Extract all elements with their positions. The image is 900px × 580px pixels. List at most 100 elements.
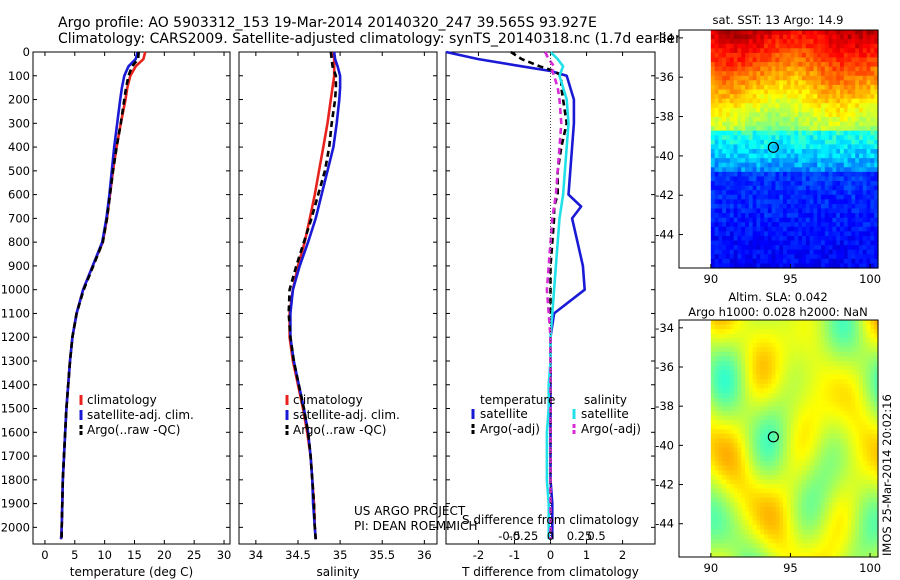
map-cell — [855, 402, 860, 408]
map-cell — [733, 411, 739, 417]
map-cell — [855, 130, 860, 136]
map-cell — [821, 240, 826, 246]
map-cell — [756, 447, 761, 453]
map-cell — [722, 342, 727, 348]
map-cell — [760, 411, 765, 417]
map-cell — [779, 479, 784, 485]
map-cell — [764, 249, 769, 255]
map-cell — [733, 529, 739, 535]
map-cell — [862, 543, 868, 549]
map-cell — [855, 57, 860, 63]
map-cell — [771, 543, 777, 549]
map-cell — [737, 525, 742, 531]
map-cell — [790, 452, 796, 458]
map-cell — [847, 506, 853, 513]
map-cell — [748, 39, 754, 45]
map-cell — [741, 144, 746, 150]
map-cell — [809, 240, 815, 246]
map-cell — [729, 240, 735, 246]
map-cell — [824, 112, 830, 118]
map-cell — [710, 511, 716, 517]
map-cell — [821, 543, 826, 549]
map-cell — [737, 415, 742, 421]
map-cell — [760, 57, 765, 63]
map-cell — [756, 406, 761, 412]
map-cell — [805, 461, 811, 467]
map-cell — [828, 217, 834, 223]
map-cell — [798, 543, 803, 549]
map-cell — [794, 484, 799, 490]
map-cell — [767, 484, 773, 490]
map-cell — [775, 383, 780, 389]
map-cell — [855, 171, 860, 178]
map-cell — [847, 144, 853, 150]
map-cell — [767, 162, 773, 168]
map-cell — [832, 75, 837, 81]
map-cell — [760, 144, 765, 150]
map-cell — [729, 98, 735, 104]
map-cell — [733, 116, 739, 123]
map-cell — [714, 397, 720, 403]
map-cell — [855, 388, 860, 394]
map-cell — [752, 48, 758, 54]
map-cell — [752, 429, 758, 435]
map-cell — [745, 411, 750, 417]
map-cell — [771, 57, 777, 63]
map-cell — [741, 171, 746, 178]
map-cell — [745, 465, 750, 472]
map-cell — [764, 402, 769, 408]
map-cell — [840, 217, 845, 223]
map-cell — [714, 34, 720, 40]
map-cell — [798, 235, 803, 242]
map-cell — [798, 39, 803, 45]
map-cell — [760, 511, 765, 517]
map-cell — [840, 351, 845, 358]
map-cell — [733, 497, 739, 503]
map-cell — [802, 116, 807, 123]
map-cell — [741, 80, 746, 86]
map-cell — [710, 208, 716, 214]
map-cell — [809, 144, 815, 150]
map-cell — [870, 406, 875, 412]
map-cell — [718, 126, 723, 132]
map-cell — [798, 365, 803, 371]
map-cell — [726, 329, 731, 335]
map-cell — [748, 402, 754, 408]
map-cell — [714, 351, 720, 358]
map-cell — [733, 552, 739, 558]
map-cell — [874, 420, 879, 426]
map-cell — [710, 520, 716, 526]
map-cell — [733, 171, 739, 178]
map-cell — [874, 112, 879, 118]
map-cell — [832, 222, 837, 228]
map-cell — [786, 98, 792, 104]
map-cell — [741, 135, 746, 141]
map-cell — [726, 370, 731, 376]
map-cell — [821, 361, 826, 367]
map-cell — [783, 424, 788, 430]
map-cell — [874, 139, 879, 146]
map-cell — [802, 493, 807, 499]
map-cell — [859, 506, 864, 513]
map-cell — [737, 320, 742, 326]
map-cell — [748, 231, 754, 237]
map-cell — [767, 420, 773, 426]
map-cell — [775, 235, 780, 242]
map-cell — [832, 48, 837, 54]
map-cell — [866, 107, 871, 113]
map-cell — [756, 324, 761, 330]
map-cell — [870, 506, 875, 513]
map-cell — [851, 203, 856, 210]
map-cell — [775, 199, 780, 205]
map-cell — [722, 420, 727, 426]
map-cell — [798, 511, 803, 517]
map-cell — [756, 245, 761, 251]
map-cell — [817, 84, 822, 91]
map-cell — [771, 231, 777, 237]
map-cell — [722, 203, 727, 210]
map-cell — [824, 379, 830, 385]
map-cell — [828, 388, 834, 394]
map-cell — [798, 130, 803, 136]
map-cell — [866, 547, 871, 554]
map-cell — [828, 529, 834, 535]
